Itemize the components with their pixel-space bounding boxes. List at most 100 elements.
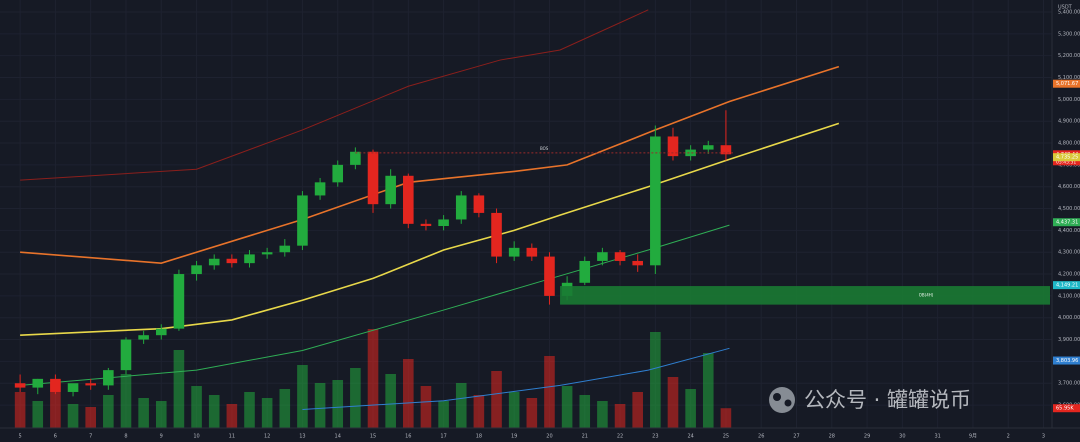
candle-body bbox=[191, 265, 202, 275]
y-tick-label: 4,800.00 bbox=[1058, 141, 1080, 147]
volume-bar bbox=[597, 401, 608, 428]
candles bbox=[14, 110, 732, 397]
volume-bar bbox=[350, 368, 361, 428]
volume-bar bbox=[385, 374, 396, 428]
x-tick-label: 31 bbox=[934, 434, 940, 440]
volume-bar bbox=[279, 389, 291, 428]
candle-body bbox=[385, 175, 396, 205]
x-tick-label: 11 bbox=[229, 434, 235, 440]
x-axis bbox=[0, 428, 1080, 442]
volume-bar bbox=[561, 386, 573, 428]
y-tick-label: 5,300.00 bbox=[1058, 31, 1080, 37]
volume-bar bbox=[32, 401, 44, 428]
volume-bar bbox=[508, 392, 520, 428]
candle-body bbox=[614, 252, 626, 261]
x-tick-label: 17 bbox=[440, 434, 446, 440]
x-tick-label: 22 bbox=[617, 434, 623, 440]
candle-body bbox=[314, 182, 326, 196]
x-tick-label: 6 bbox=[54, 434, 57, 440]
candle-body bbox=[173, 274, 185, 329]
candle-body bbox=[350, 151, 361, 165]
volume-bar bbox=[138, 398, 149, 428]
price-label: 5,071.67 bbox=[1056, 81, 1078, 87]
volume-bar bbox=[103, 395, 114, 428]
x-tick-label: 7 bbox=[89, 434, 92, 440]
x-tick-label: 10 bbox=[193, 434, 199, 440]
volume-bar bbox=[208, 395, 220, 428]
volume-bar bbox=[702, 353, 714, 428]
price-label-box bbox=[1053, 281, 1080, 290]
candle-body bbox=[702, 145, 714, 150]
candle-body bbox=[632, 260, 643, 266]
candle-body bbox=[544, 256, 555, 296]
volume-bar bbox=[297, 365, 308, 428]
candle-body bbox=[155, 328, 167, 336]
indicator-line bbox=[20, 9, 649, 181]
volume-bar bbox=[667, 377, 679, 428]
price-label-box bbox=[1053, 356, 1080, 365]
candle-body bbox=[491, 212, 502, 257]
x-tick-label: 12 bbox=[264, 434, 270, 440]
volume-label: 65.95K bbox=[1056, 406, 1074, 412]
x-tick-label: 16 bbox=[405, 434, 411, 440]
candle-body bbox=[720, 145, 732, 155]
volume-bar bbox=[332, 380, 344, 428]
volume-bar bbox=[367, 329, 379, 428]
y-tick-label: 4,500.00 bbox=[1058, 206, 1080, 212]
y-tick-label: 5,100.00 bbox=[1058, 75, 1080, 81]
candle-body bbox=[226, 258, 238, 264]
price-label-box bbox=[1053, 218, 1080, 227]
x-tick-label: 21 bbox=[582, 434, 588, 440]
y-tick-label: 3,700.00 bbox=[1058, 381, 1080, 387]
volume-bar bbox=[261, 398, 273, 428]
price-label: 4,437.31 bbox=[1056, 220, 1078, 226]
x-tick-label: 15 bbox=[370, 434, 376, 440]
watermark-icon-eye bbox=[784, 399, 792, 407]
x-tick-label: 30 bbox=[899, 434, 905, 440]
y-tick-label: 5,200.00 bbox=[1058, 53, 1080, 59]
candle-body bbox=[367, 151, 379, 205]
x-tick-label: 23 bbox=[652, 434, 658, 440]
x-tick-label: 18 bbox=[476, 434, 482, 440]
volume-bar bbox=[614, 404, 626, 428]
volume-bar bbox=[526, 398, 538, 428]
watermark-text: 公众号 · 罐罐说币 bbox=[804, 388, 971, 412]
overlays: OB(4H) BOS bbox=[355, 146, 1050, 305]
volume-bar bbox=[403, 359, 414, 428]
x-tick-label: 26 bbox=[758, 434, 764, 440]
countdown-box bbox=[1053, 158, 1080, 166]
order-block-zone bbox=[560, 286, 1050, 305]
candle-body bbox=[67, 383, 79, 392]
x-tick-label: 5 bbox=[19, 434, 22, 440]
volume-label-box bbox=[1053, 404, 1080, 413]
y-tick-label: 5,000.00 bbox=[1058, 97, 1080, 103]
axes: 3,600.003,700.003,800.003,900.004,000.00… bbox=[19, 10, 1080, 440]
candle-body bbox=[473, 195, 485, 213]
indicator-line bbox=[302, 347, 730, 410]
volume-bar bbox=[438, 401, 449, 428]
candle-body bbox=[332, 164, 344, 183]
volume-bar bbox=[720, 408, 732, 428]
x-tick-label: 25 bbox=[723, 434, 729, 440]
candle-body bbox=[50, 378, 61, 392]
y-tick-label: 4,200.00 bbox=[1058, 272, 1080, 278]
candle-body bbox=[279, 245, 291, 253]
x-tick-label: 19 bbox=[511, 434, 517, 440]
price-label: 4,735.25 bbox=[1056, 155, 1078, 161]
volume-bar bbox=[85, 407, 96, 428]
candle-body bbox=[138, 335, 149, 340]
candle-body bbox=[579, 260, 591, 283]
volume-pane bbox=[14, 329, 732, 428]
volume-bar bbox=[544, 356, 555, 428]
volume-bar bbox=[632, 392, 643, 428]
candle-body bbox=[667, 136, 679, 157]
price-label: 3,803.96 bbox=[1056, 358, 1078, 364]
volume-bar bbox=[420, 386, 432, 428]
volume-bar bbox=[14, 392, 26, 428]
x-tick-label: 20 bbox=[546, 434, 552, 440]
indicator-lines bbox=[20, 9, 840, 410]
candle-body bbox=[438, 219, 449, 227]
y-tick-label: 4,300.00 bbox=[1058, 250, 1080, 256]
volume-bar bbox=[685, 389, 696, 428]
